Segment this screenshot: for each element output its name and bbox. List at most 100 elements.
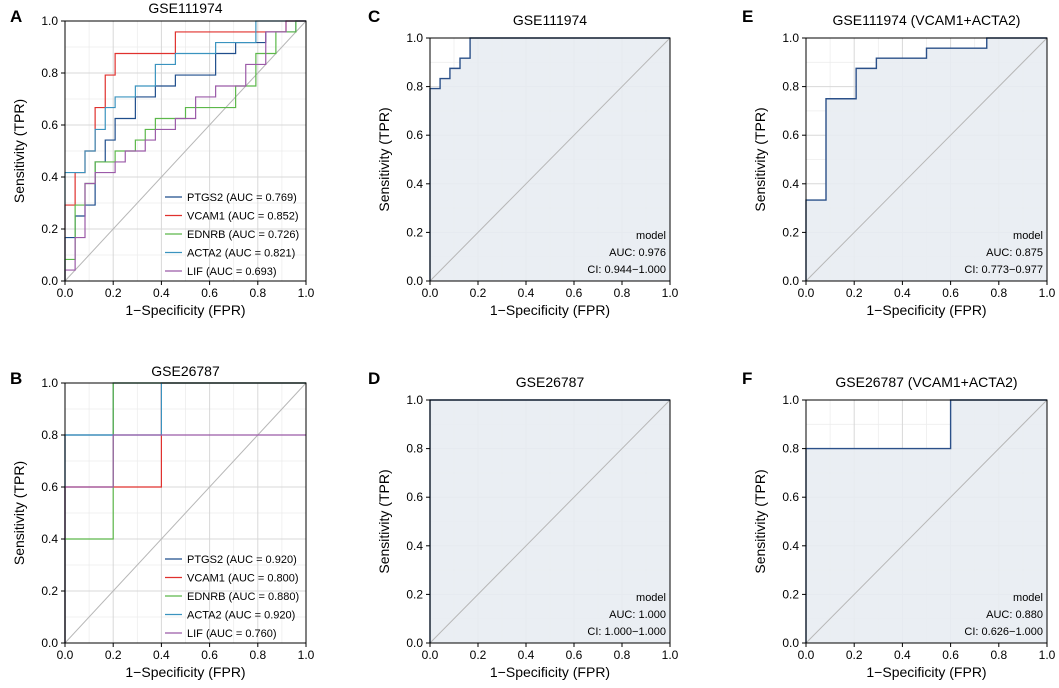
y-tick-label: 0.0 <box>41 636 58 650</box>
y-axis-label: Sensitivity (TPR) <box>376 469 392 573</box>
ci-annotation: CI: 0.626−1.000 <box>964 626 1043 638</box>
diagonal-reference-line <box>64 382 307 644</box>
y-tick-label: 0.8 <box>782 442 799 456</box>
x-tick-label: 0.6 <box>566 286 583 300</box>
x-tick-label: 1.0 <box>662 286 679 300</box>
x-tick-label: 0.8 <box>249 648 266 662</box>
y-axis-label: Sensitivity (TPR) <box>752 469 768 573</box>
plot-frame <box>429 399 671 644</box>
y-tick-label: 0.6 <box>406 490 423 504</box>
x-axis-label: 1−Specificity (FPR) <box>866 302 986 318</box>
x-tick-label: 0.8 <box>614 648 631 662</box>
x-tick-label: 1.0 <box>298 648 315 662</box>
legend-entry-lif: LIF (AUC = 0.760) <box>187 628 277 640</box>
x-tick-label: 1.0 <box>662 648 679 662</box>
roc-curve-lif <box>64 20 306 281</box>
legend-entry-ptgs2: PTGS2 (AUC = 0.769) <box>187 192 297 204</box>
legend-entry-lif: LIF (AUC = 0.693) <box>187 266 277 278</box>
y-tick-label: 0.8 <box>406 80 423 94</box>
y-tick-label: 0.6 <box>406 128 423 142</box>
y-tick-label: 0.6 <box>782 490 799 504</box>
chart-title: GSE111974 (VCAM1+ACTA2) <box>833 12 1021 28</box>
y-tick-label: 0.6 <box>41 480 58 494</box>
panel-letter: E <box>742 7 753 26</box>
auc-annotation: AUC: 1.000 <box>609 609 666 621</box>
y-tick-label: 0.0 <box>782 274 799 288</box>
y-tick-label: 0.2 <box>406 225 423 239</box>
x-tick-label: 0.0 <box>798 286 815 300</box>
panel-c: C 0.00.0 0.2 0.2 0.4 0.4 0.6 0.6 0.8 0.8 1.0 1.0 GSE… <box>368 7 679 318</box>
chart-title: GSE111974 <box>513 12 587 28</box>
panel-e: E 0.00.0 0.2 0.2 0.4 0.4 0.6 0.6 0.8 0.8 1.0 1.0 GSE… <box>742 7 1056 318</box>
roc-curve-acta2 <box>64 20 306 281</box>
x-tick-label: 0.2 <box>470 648 487 662</box>
legend-model-label: model <box>636 592 666 604</box>
x-tick-label: 0.2 <box>105 648 122 662</box>
x-tick-label: 0.0 <box>422 286 439 300</box>
y-axis-label: Sensitivity (TPR) <box>11 461 27 565</box>
plot-frame <box>805 37 1048 282</box>
y-tick-label: 0.4 <box>406 177 423 191</box>
legend-entry-acta2: ACTA2 (AUC = 0.821) <box>187 248 295 260</box>
y-tick-label: 0.0 <box>406 636 423 650</box>
y-tick-label: 0.4 <box>41 170 58 184</box>
y-tick-label: 0.8 <box>782 80 799 94</box>
legend-entry-ednrb: EDNRB (AUC = 0.880) <box>187 591 299 603</box>
x-tick-label: 0.4 <box>894 286 911 300</box>
y-tick-label: 0.6 <box>41 118 58 132</box>
x-tick-label: 0.0 <box>57 286 74 300</box>
ci-annotation: CI: 0.944−1.000 <box>587 264 666 276</box>
x-tick-label: 0.4 <box>153 648 170 662</box>
x-axis-label: 1−Specificity (FPR) <box>866 664 986 680</box>
y-tick-label: 1.0 <box>406 31 423 45</box>
y-tick-label: 0.0 <box>782 636 799 650</box>
panel-d: D 0.00.0 0.2 0.2 0.4 0.4 0.6 0.6 0.8 0.8 1.0 1.0 GSE… <box>368 369 679 680</box>
panel-letter: C <box>368 7 380 26</box>
y-tick-label: 1.0 <box>41 14 58 28</box>
x-tick-label: 0.4 <box>518 286 535 300</box>
y-tick-label: 0.2 <box>406 587 423 601</box>
x-tick-label: 0.0 <box>422 648 439 662</box>
y-tick-label: 0.4 <box>41 532 58 546</box>
x-tick-label: 0.6 <box>942 648 959 662</box>
auc-annotation: AUC: 0.976 <box>609 247 666 259</box>
panel-letter: F <box>742 369 752 388</box>
y-tick-label: 0.0 <box>406 274 423 288</box>
panel-f: F 0.00.0 0.2 0.2 0.4 0.4 0.6 0.6 0.8 0.8 1.0 1.0 GSE… <box>742 369 1056 680</box>
x-tick-label: 0.8 <box>614 286 631 300</box>
y-tick-label: 1.0 <box>782 31 799 45</box>
plot-frame <box>64 382 307 644</box>
chart-title: GSE26787 <box>151 363 220 379</box>
x-tick-label: 1.0 <box>298 286 315 300</box>
x-tick-label: 0.2 <box>846 286 863 300</box>
y-axis-label: Sensitivity (TPR) <box>11 99 27 203</box>
x-tick-label: 0.4 <box>153 286 170 300</box>
y-tick-label: 0.8 <box>406 442 423 456</box>
legend-model-label: model <box>1013 230 1043 242</box>
y-tick-label: 0.0 <box>41 274 58 288</box>
chart-title: GSE26787 (VCAM1+ACTA2) <box>835 374 1017 390</box>
ci-annotation: CI: 1.000−1.000 <box>587 626 666 638</box>
y-tick-label: 1.0 <box>406 393 423 407</box>
y-tick-label: 0.8 <box>41 428 58 442</box>
roc-curve-model <box>429 37 670 281</box>
x-tick-label: 0.0 <box>57 648 74 662</box>
chart-title: GSE26787 <box>516 374 585 390</box>
legend-entry-vcam1: VCAM1 (AUC = 0.800) <box>187 573 299 585</box>
diagonal-reference-line <box>429 37 671 282</box>
plot-frame <box>64 20 307 282</box>
y-tick-label: 0.4 <box>782 177 799 191</box>
x-tick-label: 0.6 <box>942 286 959 300</box>
chart-title: GSE111974 <box>148 0 222 16</box>
x-tick-label: 0.0 <box>798 648 815 662</box>
plot-frame <box>429 37 671 282</box>
diagonal-reference-line <box>805 37 1048 282</box>
diagonal-reference-line <box>429 399 671 644</box>
legend-entry-ednrb: EDNRB (AUC = 0.726) <box>187 229 299 241</box>
x-axis-label: 1−Specificity (FPR) <box>490 664 610 680</box>
x-tick-label: 0.2 <box>846 648 863 662</box>
y-tick-label: 0.8 <box>41 66 58 80</box>
diagonal-reference-line <box>805 399 1048 644</box>
x-tick-label: 0.6 <box>201 286 218 300</box>
x-axis-label: 1−Specificity (FPR) <box>125 664 245 680</box>
